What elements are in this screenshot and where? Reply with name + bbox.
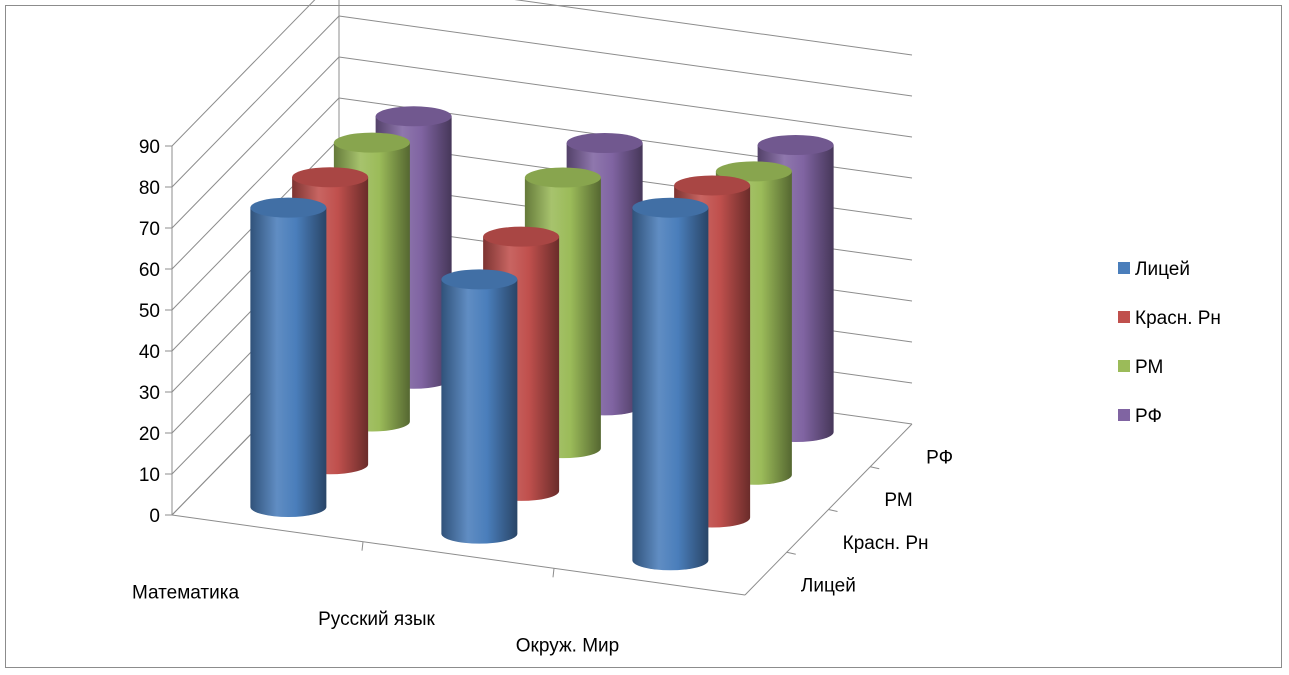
bar-top xyxy=(250,197,327,218)
back-wall-gridline xyxy=(338,15,913,97)
y-tick-labels: 0 10 20 30 40 50 60 70 80 90 xyxy=(139,137,172,527)
bar-top xyxy=(632,197,709,218)
y-tick-label: 10 xyxy=(139,465,160,486)
bars xyxy=(250,106,834,571)
y-tick-label: 70 xyxy=(139,219,160,240)
bar-top xyxy=(292,167,369,188)
left-wall-gridline xyxy=(171,56,340,229)
x-tick-labels: Математика Русский язык Окруж. Мир xyxy=(132,541,619,657)
legend-label: Лицей xyxy=(1135,259,1190,280)
depth-tick-mark xyxy=(786,551,796,555)
back-wall-gridline xyxy=(514,0,913,56)
bar xyxy=(632,197,709,571)
bar-body xyxy=(632,207,709,571)
y-tick-label: 90 xyxy=(139,137,160,158)
x-tick-label: Русский язык xyxy=(318,609,435,630)
y-tick-label: 40 xyxy=(139,342,160,363)
bar xyxy=(441,269,518,544)
bar-top xyxy=(375,106,452,127)
legend-label: РМ xyxy=(1135,357,1163,378)
depth-tick-mark xyxy=(870,466,880,470)
bar-body xyxy=(441,279,518,544)
y-tick-label: 20 xyxy=(139,424,160,445)
depth-tick-mark xyxy=(828,509,838,512)
left-wall-gridline xyxy=(171,15,340,188)
legend-label: РФ xyxy=(1135,406,1162,427)
bar-top xyxy=(566,132,643,153)
x-tick-label: Окруж. Мир xyxy=(516,636,619,657)
legend-swatch xyxy=(1118,360,1130,372)
bar-top xyxy=(441,269,518,290)
bar-top xyxy=(674,175,751,196)
depth-tick-label: РМ xyxy=(884,490,912,511)
legend-label: Красн. Рн xyxy=(1135,308,1221,329)
x-tick-mark xyxy=(361,541,364,551)
bar-body xyxy=(250,207,327,517)
legend-swatch xyxy=(1118,311,1130,323)
depth-tick-labels: Лицей Красн. Рн РМ РФ xyxy=(786,447,953,597)
bar-top xyxy=(524,167,601,188)
legend-swatch xyxy=(1118,409,1130,421)
back-wall-gridline xyxy=(338,56,913,138)
depth-tick-label: РФ xyxy=(926,447,953,468)
y-tick-label: 80 xyxy=(139,178,160,199)
left-wall-gridline xyxy=(171,0,316,147)
y-tick-label: 30 xyxy=(139,383,160,404)
y-tick-label: 50 xyxy=(139,301,160,322)
y-tick-label: 0 xyxy=(149,506,160,527)
x-tick-mark xyxy=(552,568,555,578)
bar-top xyxy=(715,161,792,182)
bar-top xyxy=(757,135,834,156)
left-wall-gridline xyxy=(171,97,340,270)
x-tick-label: Математика xyxy=(132,582,240,603)
depth-tick-label: Красн. Рн xyxy=(843,533,929,554)
bar xyxy=(250,197,327,517)
legend: Лицей Красн. Рн РМ РФ xyxy=(1118,259,1221,427)
depth-tick-label: Лицей xyxy=(801,576,856,597)
floor-front-edge xyxy=(171,514,746,596)
bar-top xyxy=(483,226,560,247)
legend-swatch xyxy=(1118,262,1130,274)
y-tick-label: 60 xyxy=(139,260,160,281)
bar-top xyxy=(333,132,410,153)
